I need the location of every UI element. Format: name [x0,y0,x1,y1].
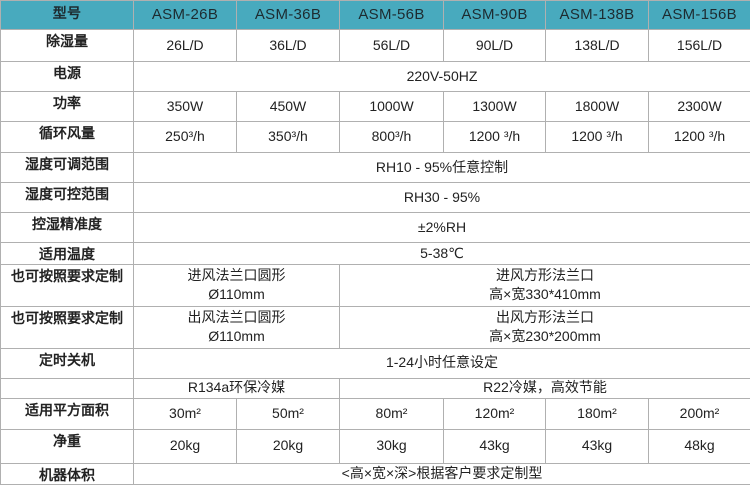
table-row-humidity-adjust-range: 湿度可调范围 RH10 - 95%任意控制 [1,153,750,183]
row-label: 控湿精准度 [1,213,134,243]
spec-cell: 43kg [546,429,649,463]
flange-type-text: 进风方形法兰口 [342,266,748,285]
spec-cell: 156L/D [649,30,750,62]
spec-cell: 20kg [237,429,340,463]
table-row-humidity-control-range: 湿度可控范围 RH30 - 95% [1,183,750,213]
spec-cell-outlet-round: 出风法兰口圆形 Ø110mm [134,306,340,348]
header-model-label: 型号 [1,1,134,30]
table-row-inlet-flange: 也可按照要求定制 进风法兰口圆形 Ø110mm 进风方形法兰口 高×宽330*4… [1,264,750,306]
row-label: 适用温度 [1,243,134,265]
spec-cell: 90L/D [444,30,546,62]
table-row-power-supply: 电源 220V-50HZ [1,62,750,92]
spec-cell: 250³/h [134,122,237,153]
spec-cell: 180m² [546,398,649,429]
table-row-net-weight: 净重 20kg 20kg 30kg 43kg 43kg 48kg [1,429,750,463]
row-label: 除湿量 [1,30,134,62]
row-label: 也可按照要求定制 [1,306,134,348]
model-header: ASM-56B [340,1,444,30]
spec-cell: 1200 ³/h [444,122,546,153]
flange-type-text: 出风法兰口圆形 [136,308,337,327]
spec-cell-span: 220V-50HZ [134,62,750,92]
row-label: 定时关机 [1,348,134,378]
table-row-outlet-flange: 也可按照要求定制 出风法兰口圆形 Ø110mm 出风方形法兰口 高×宽230*2… [1,306,750,348]
model-header: ASM-138B [546,1,649,30]
spec-cell: 36L/D [237,30,340,62]
spec-cell: 48kg [649,429,750,463]
flange-size-text: 高×宽330*410mm [342,285,748,304]
model-header: ASM-26B [134,1,237,30]
spec-cell: 1000W [340,92,444,122]
row-label: 湿度可控范围 [1,183,134,213]
spec-cell: 1200 ³/h [546,122,649,153]
spec-cell-inlet-square: 进风方形法兰口 高×宽330*410mm [340,264,750,306]
table-row-machine-dimensions: 机器体积 <高×宽×深>根据客户要求定制型 [1,463,750,485]
table-row-coverage-area: 适用平方面积 30m² 50m² 80m² 120m² 180m² 200m² [1,398,750,429]
spec-cell-outlet-square: 出风方形法兰口 高×宽230*200mm [340,306,750,348]
row-label: 净重 [1,429,134,463]
spec-cell: 56L/D [340,30,444,62]
spec-cell-inlet-round: 进风法兰口圆形 Ø110mm [134,264,340,306]
spec-cell: 1200 ³/h [649,122,750,153]
spec-cell: 450W [237,92,340,122]
table-row-power: 功率 350W 450W 1000W 1300W 1800W 2300W [1,92,750,122]
model-header: ASM-36B [237,1,340,30]
spec-cell: 350W [134,92,237,122]
spec-cell-span: 5-38℃ [134,243,750,265]
spec-cell: 30m² [134,398,237,429]
spec-cell-span: 1-24小时任意设定 [134,348,750,378]
spec-cell: 30kg [340,429,444,463]
row-label: 也可按照要求定制 [1,264,134,306]
flange-type-text: 进风法兰口圆形 [136,266,337,285]
row-label: 电源 [1,62,134,92]
spec-cell: 20kg [134,429,237,463]
spec-cell: 138L/D [546,30,649,62]
spec-cell-span: RH10 - 95%任意控制 [134,153,750,183]
model-header: ASM-90B [444,1,546,30]
spec-cell: 43kg [444,429,546,463]
table-row-air-volume: 循环风量 250³/h 350³/h 800³/h 1200 ³/h 1200 … [1,122,750,153]
table-row-operating-temperature: 适用温度 5-38℃ [1,243,750,265]
spec-cell: 200m² [649,398,750,429]
table-row-timer-shutdown: 定时关机 1-24小时任意设定 [1,348,750,378]
row-label: 适用平方面积 [1,398,134,429]
row-label [1,378,134,398]
flange-type-text: 出风方形法兰口 [342,308,748,327]
spec-cell: 1300W [444,92,546,122]
flange-size-text: Ø110mm [136,327,337,346]
spec-cell: 50m² [237,398,340,429]
spec-cell-span: RH30 - 95% [134,183,750,213]
spec-cell: 2300W [649,92,750,122]
spec-cell: 80m² [340,398,444,429]
spec-cell-span: ±2%RH [134,213,750,243]
row-label: 功率 [1,92,134,122]
model-header: ASM-156B [649,1,750,30]
spec-cell: 120m² [444,398,546,429]
row-label: 机器体积 [1,463,134,485]
table-row-refrigerant: R134a环保冷媒 R22冷媒，高效节能 [1,378,750,398]
table-row-dehumidify-capacity: 除湿量 26L/D 36L/D 56L/D 90L/D 138L/D 156L/… [1,30,750,62]
spec-cell-refrigerant-r22: R22冷媒，高效节能 [340,378,750,398]
flange-size-text: Ø110mm [136,285,337,304]
spec-cell: 26L/D [134,30,237,62]
header-row: 型号 ASM-26B ASM-36B ASM-56B ASM-90B ASM-1… [1,1,750,30]
table-row-humidity-precision: 控湿精准度 ±2%RH [1,213,750,243]
spec-cell-span: <高×宽×深>根据客户要求定制型 [134,463,750,485]
row-label: 湿度可调范围 [1,153,134,183]
row-label: 循环风量 [1,122,134,153]
flange-size-text: 高×宽230*200mm [342,327,748,346]
spec-cell: 1800W [546,92,649,122]
spec-cell: 800³/h [340,122,444,153]
spec-cell-refrigerant-r134a: R134a环保冷媒 [134,378,340,398]
spec-cell: 350³/h [237,122,340,153]
